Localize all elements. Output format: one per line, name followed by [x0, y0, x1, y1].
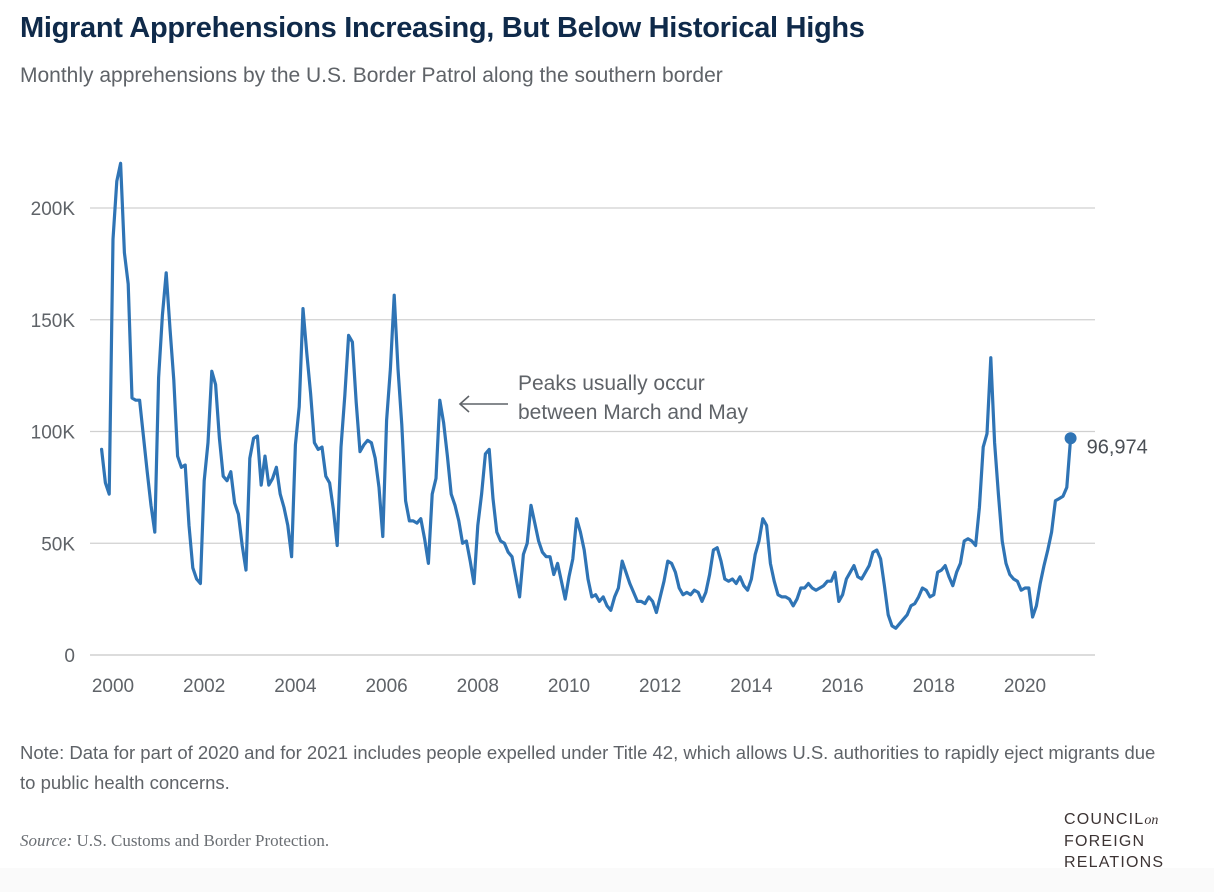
x-tick-label: 2010 — [548, 676, 590, 697]
logo-line-2: FOREIGN — [1064, 833, 1146, 850]
source-text: U.S. Customs and Border Protection. — [76, 831, 330, 850]
x-tick-label: 2014 — [730, 676, 773, 697]
chart-subtitle: Monthly apprehensions by the U.S. Border… — [20, 64, 723, 87]
x-axis-ticks: 2000 2002 2004 2006 2008 2010 2012 2014 2016 2018… — [92, 676, 1046, 697]
y-tick-label: 0 — [64, 646, 75, 667]
annotation-line-2: between March and May — [518, 401, 748, 424]
y-axis-ticks: 0 50K 100K 150K 200K — [31, 199, 76, 667]
x-tick-label: 2018 — [913, 676, 955, 697]
logo-on: on — [1144, 813, 1159, 828]
annotation-line-1: Peaks usually occur — [518, 372, 705, 395]
source-label: Source: — [20, 831, 73, 850]
y-tick-label: 50K — [41, 534, 75, 555]
x-tick-label: 2020 — [1004, 676, 1046, 697]
x-tick-label: 2012 — [639, 676, 681, 697]
left-arrow-icon — [458, 395, 508, 413]
x-tick-label: 2004 — [274, 676, 317, 697]
chart-title: Migrant Apprehensions Increasing, But Be… — [20, 12, 865, 44]
footer-band — [0, 868, 1214, 892]
cfr-logo: COUNCILon FOREIGN RELATIONS — [1064, 809, 1164, 873]
x-tick-label: 2000 — [92, 676, 134, 697]
line-chart: 0 50K 100K 150K 200K 2000 2002 2004 2006 2008 201… — [31, 161, 1148, 697]
y-tick-label: 200K — [31, 199, 76, 220]
logo-line-3: RELATIONS — [1064, 854, 1165, 871]
last-point-label: 96,974 — [1087, 436, 1148, 458]
y-tick-label: 150K — [31, 311, 76, 332]
chart-note: Note: Data for part of 2020 and for 2021… — [20, 742, 1156, 793]
gridlines — [90, 207, 1095, 656]
x-tick-label: 2008 — [457, 676, 499, 697]
x-tick-label: 2016 — [821, 676, 863, 697]
series-line-apprehensions — [100, 161, 1073, 630]
x-tick-label: 2002 — [183, 676, 225, 697]
x-tick-label: 2006 — [365, 676, 407, 697]
y-tick-label: 100K — [31, 423, 76, 444]
chart-source: Source: U.S. Customs and Border Protecti… — [20, 831, 329, 851]
peak-annotation: Peaks usually occur between March and Ma… — [458, 372, 748, 424]
logo-line-1: COUNCIL — [1064, 811, 1145, 828]
last-point-marker — [1064, 432, 1077, 445]
